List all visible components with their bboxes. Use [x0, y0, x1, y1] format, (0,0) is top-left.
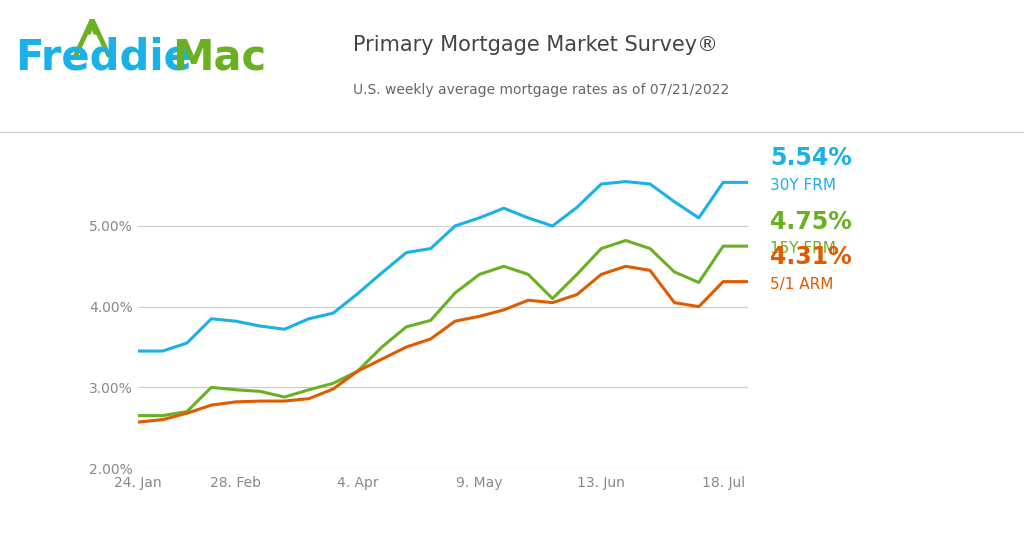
Text: U.S. weekly average mortgage rates as of 07/21/2022: U.S. weekly average mortgage rates as of…: [353, 83, 729, 97]
Text: 5.54%: 5.54%: [770, 146, 852, 170]
Text: Freddie: Freddie: [15, 36, 193, 78]
Text: Primary Mortgage Market Survey®: Primary Mortgage Market Survey®: [353, 35, 718, 55]
Text: 15Y FRM: 15Y FRM: [770, 242, 836, 256]
Text: 5/1 ARM: 5/1 ARM: [770, 277, 834, 292]
Text: 30Y FRM: 30Y FRM: [770, 178, 836, 193]
Text: 4.31%: 4.31%: [770, 245, 852, 270]
Text: 4.75%: 4.75%: [770, 210, 852, 234]
Text: Mac: Mac: [172, 36, 266, 78]
